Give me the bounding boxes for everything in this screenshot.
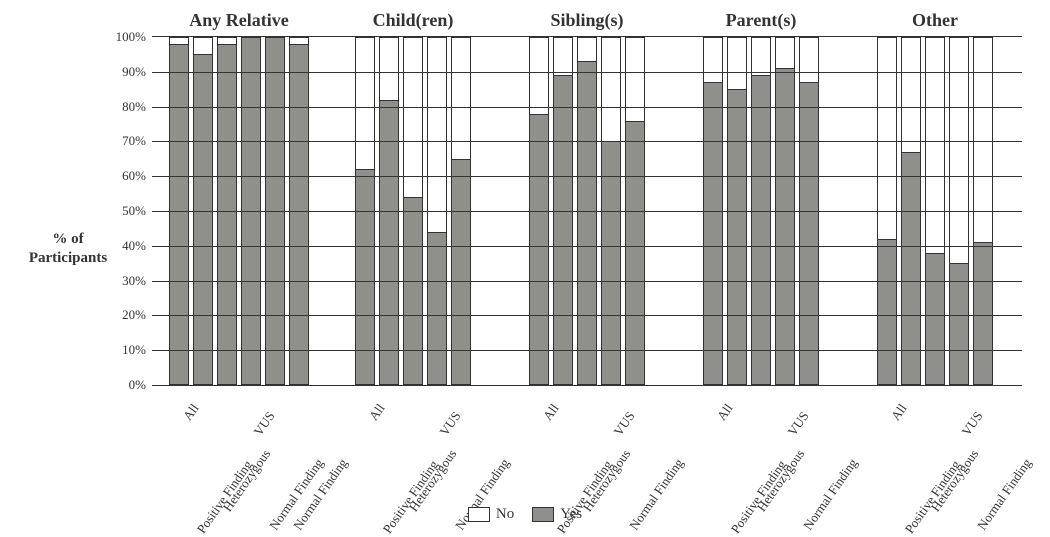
y-tick-label: 50% — [122, 203, 146, 219]
y-tick-label: 100% — [116, 29, 146, 45]
grid-line — [152, 246, 1022, 247]
legend-swatch-no — [468, 507, 490, 522]
grid-line — [152, 107, 1022, 108]
bar-segment-yes — [193, 54, 213, 385]
x-tick-label: Normal Finding — [1019, 385, 1050, 465]
bar-segment-yes — [625, 121, 645, 385]
bar-segment-yes — [973, 242, 993, 385]
bar-segment-yes — [775, 68, 795, 385]
y-tick-label: 30% — [122, 273, 146, 289]
bar-segment-yes — [169, 44, 189, 385]
bar-segment-yes — [553, 75, 573, 385]
bar-segment-no — [169, 37, 189, 44]
chart-container: % of Participants Any RelativeAllPositiv… — [0, 0, 1050, 537]
bar-segment-no — [553, 37, 573, 75]
legend-item-yes: Yes — [532, 506, 582, 523]
bar-segment-no — [529, 37, 549, 114]
group-title: Sibling(s) — [500, 10, 674, 31]
grid-line — [152, 72, 1022, 73]
bar-segment-no — [775, 37, 795, 68]
bar-segment-no — [703, 37, 723, 82]
group-title: Other — [848, 10, 1022, 31]
bar-segment-no — [925, 37, 945, 253]
bar-segment-yes — [379, 100, 399, 385]
bar-segment-yes — [727, 89, 747, 385]
bar-segment-no — [355, 37, 375, 169]
grid-line — [152, 315, 1022, 316]
plot-area: Any RelativeAllPositive FindingHeterozyg… — [152, 36, 1022, 386]
bar-segment-no — [625, 37, 645, 121]
y-tick-label: 40% — [122, 238, 146, 254]
bar-segment-no — [427, 37, 447, 232]
group-title: Child(ren) — [326, 10, 500, 31]
legend-label-no: No — [496, 506, 514, 523]
legend-item-no: No — [468, 506, 514, 523]
bar-segment-no — [601, 37, 621, 141]
bar-segment-yes — [289, 44, 309, 385]
grid-line — [152, 350, 1022, 351]
legend-swatch-yes — [532, 507, 554, 522]
y-tick-label: 80% — [122, 99, 146, 115]
bar-segment-yes — [925, 253, 945, 385]
grid-line — [152, 281, 1022, 282]
bar-segment-no — [901, 37, 921, 152]
group-title: Any Relative — [152, 10, 326, 31]
bar-segment-yes — [577, 61, 597, 385]
bar-segment-no — [193, 37, 213, 54]
grid-line — [152, 211, 1022, 212]
bar-segment-no — [877, 37, 897, 239]
bar-segment-yes — [427, 232, 447, 385]
bar-segment-no — [727, 37, 747, 89]
x-tick-label: All — [372, 385, 398, 410]
grid-line — [152, 141, 1022, 142]
bar-segment-no — [577, 37, 597, 61]
bar-segment-yes — [217, 44, 237, 385]
grid-line — [152, 176, 1022, 177]
bar-segment-yes — [355, 169, 375, 385]
y-tick-label: 0% — [129, 377, 146, 393]
bar-segment-yes — [529, 114, 549, 385]
bar-segment-no — [379, 37, 399, 100]
y-tick-label: 90% — [122, 64, 146, 80]
bar-segment-yes — [601, 141, 621, 385]
y-axis-label: % of Participants — [8, 230, 128, 268]
bar-segment-no — [217, 37, 237, 44]
y-tick-label: 20% — [122, 307, 146, 323]
bar-segment-no — [799, 37, 819, 82]
bar-segment-yes — [751, 75, 771, 385]
y-tick-label: 10% — [122, 342, 146, 358]
bar-segment-yes — [403, 197, 423, 385]
y-axis-label-line1: % of — [52, 231, 83, 247]
bar-segment-yes — [799, 82, 819, 385]
legend-label-yes: Yes — [560, 506, 582, 523]
bar-segment-no — [751, 37, 771, 75]
y-tick-label: 60% — [122, 168, 146, 184]
group-title: Parent(s) — [674, 10, 848, 31]
y-tick-label: 70% — [122, 133, 146, 149]
y-axis-label-line2: Participants — [29, 250, 107, 266]
bar-segment-no — [403, 37, 423, 197]
bar-segment-yes — [877, 239, 897, 385]
x-tick-label: All — [186, 385, 212, 410]
legend: No Yes — [0, 506, 1050, 523]
bar-segment-yes — [703, 82, 723, 385]
bar-segment-no — [289, 37, 309, 44]
